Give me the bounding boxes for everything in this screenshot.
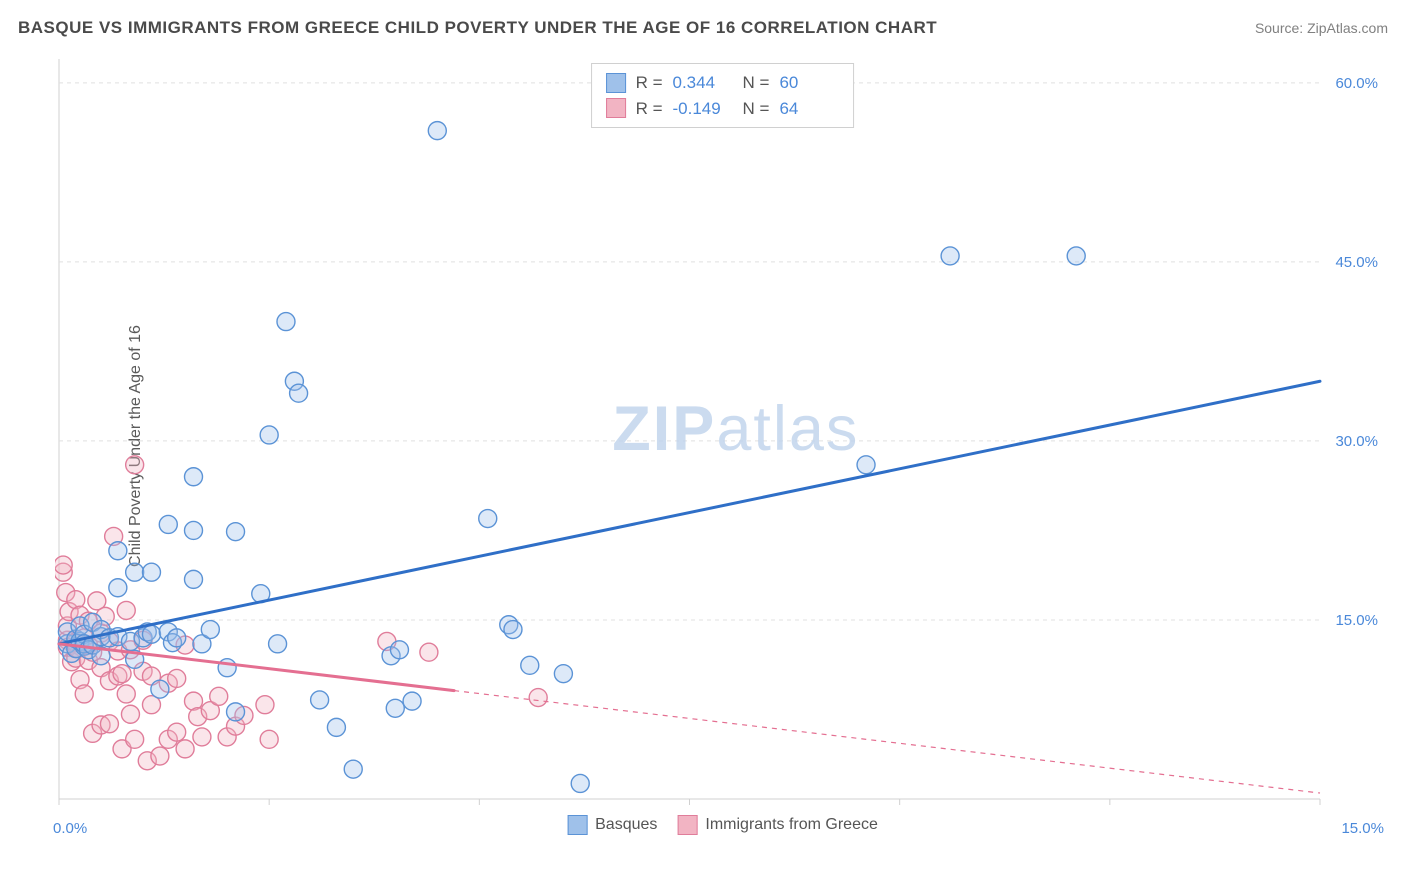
source-prefix: Source: <box>1255 20 1307 36</box>
scatter-plot: 15.0% 30.0% 45.0% 60.0% <box>55 55 1390 835</box>
n-label: N = <box>743 96 770 122</box>
stats-row-series-0: R = 0.344 N = 60 <box>606 70 840 96</box>
svg-text:30.0%: 30.0% <box>1335 433 1378 450</box>
n-value-0: 60 <box>779 70 839 96</box>
svg-text:15.0%: 15.0% <box>1335 612 1378 629</box>
n-value-1: 64 <box>779 96 839 122</box>
stats-swatch-0 <box>606 73 626 93</box>
svg-text:60.0%: 60.0% <box>1335 75 1378 92</box>
source-name: ZipAtlas.com <box>1307 20 1388 36</box>
legend-item-1: Immigrants from Greece <box>677 815 877 835</box>
legend: Basques Immigrants from Greece <box>567 815 878 835</box>
legend-swatch-1 <box>677 815 697 835</box>
stats-swatch-1 <box>606 98 626 118</box>
x-axis-label-right: 15.0% <box>1341 820 1384 837</box>
r-value-0: 0.344 <box>673 70 733 96</box>
legend-item-0: Basques <box>567 815 657 835</box>
chart-title: BASQUE VS IMMIGRANTS FROM GREECE CHILD P… <box>18 18 937 38</box>
stats-row-series-1: R = -0.149 N = 64 <box>606 96 840 122</box>
legend-swatch-0 <box>567 815 587 835</box>
r-label: R = <box>636 70 663 96</box>
r-label: R = <box>636 96 663 122</box>
n-label: N = <box>743 70 770 96</box>
legend-label-1: Immigrants from Greece <box>705 816 877 834</box>
chart-area: 15.0%30.0%45.0%60.0% ZIPatlas R = 0.344 … <box>55 55 1390 835</box>
r-value-1: -0.149 <box>673 96 733 122</box>
source-attribution: Source: ZipAtlas.com <box>1255 20 1388 36</box>
legend-label-0: Basques <box>595 816 657 834</box>
x-axis-label-left: 0.0% <box>53 820 87 837</box>
chart-header: BASQUE VS IMMIGRANTS FROM GREECE CHILD P… <box>18 18 1388 38</box>
svg-text:45.0%: 45.0% <box>1335 254 1378 271</box>
stats-box: R = 0.344 N = 60 R = -0.149 N = 64 <box>591 63 855 128</box>
